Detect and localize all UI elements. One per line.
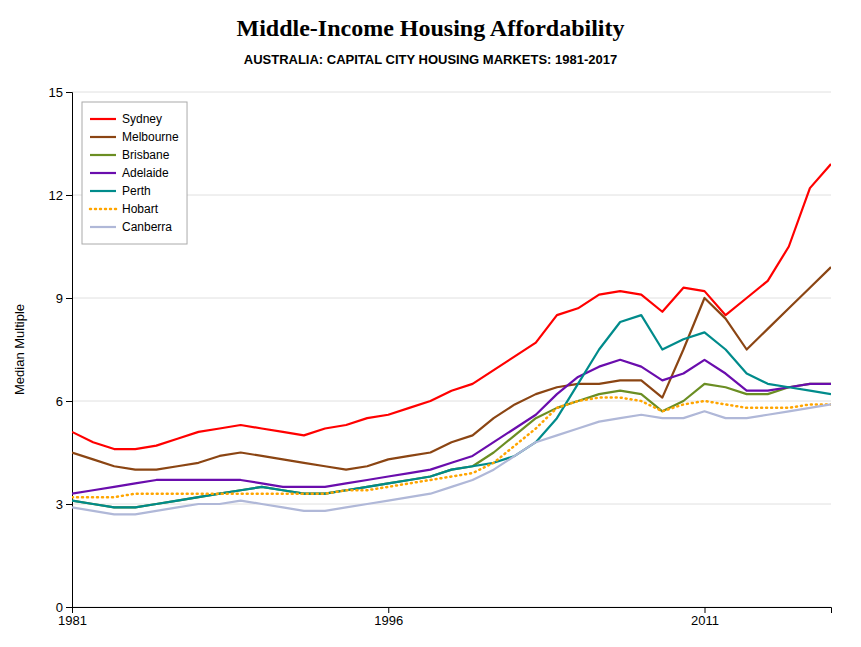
x-tick-label: 1996 — [374, 613, 403, 628]
y-tick: 12 — [49, 188, 72, 203]
subtitle: AUSTRALIA: CAPITAL CITY HOUSING MARKETS:… — [244, 52, 617, 67]
legend-label: Sydney — [122, 112, 162, 126]
grid-line — [72, 504, 831, 505]
legend-label: Hobart — [122, 202, 159, 216]
x-tick-label: 2011 — [691, 613, 719, 628]
y-axis-line — [66, 93, 73, 608]
series-line — [72, 315, 831, 507]
legend-item: Hobart — [90, 202, 159, 216]
y-tick: 9 — [56, 291, 72, 306]
y-axis: 0 3 6 9 12 15 — [49, 85, 73, 615]
y-tick-mark — [66, 195, 72, 196]
legend-swatch — [90, 118, 116, 120]
y-tick: 6 — [56, 394, 72, 409]
legend-item: Adelaide — [90, 166, 169, 180]
legend: Sydney Melbourne Brisbane Adelaide Perth Hoba… — [82, 102, 187, 244]
x-tick: 1996 — [374, 607, 403, 628]
legend-item: Sydney — [90, 112, 162, 126]
x-tick-label: 1981 — [58, 613, 87, 628]
series-line — [72, 398, 831, 498]
legend-label: Perth — [122, 184, 151, 198]
y-tick-label: 12 — [49, 188, 63, 203]
y-tick-label: 3 — [56, 497, 63, 512]
y-tick-mark — [66, 401, 72, 402]
legend-label: Adelaide — [122, 166, 169, 180]
legend-items: Sydney Melbourne Brisbane Adelaide Perth Hoba… — [90, 112, 179, 234]
y-tick-mark — [66, 298, 72, 299]
grid — [72, 92, 831, 607]
y-tick-mark — [66, 504, 72, 505]
legend-label: Melbourne — [122, 130, 179, 144]
legend-swatch — [90, 154, 116, 156]
chart: Middle-Income Housing Affordability AUSTR… — [0, 0, 861, 647]
legend-swatch — [90, 136, 116, 138]
y-tick-mark — [66, 607, 72, 608]
y-tick-label: 15 — [49, 85, 63, 100]
legend-item: Perth — [90, 184, 151, 198]
y-tick: 0 — [56, 600, 72, 615]
y-tick: 15 — [49, 85, 72, 100]
legend-swatch — [90, 190, 116, 192]
series-line — [72, 360, 831, 494]
x-tick-mark — [388, 607, 389, 613]
legend-label: Brisbane — [122, 148, 170, 162]
plot-area: 1981 1996 2011 0 3 6 9 12 15 Median Multiple Sydne… — [12, 85, 832, 629]
legend-swatch — [90, 208, 116, 211]
title: Middle-Income Housing Affordability — [236, 15, 624, 41]
x-tick: 2011 — [691, 607, 719, 628]
legend-frame — [82, 102, 187, 244]
series-line — [72, 384, 831, 508]
y-tick-mark — [66, 92, 72, 93]
legend-swatch — [90, 226, 116, 228]
y-tick-label: 6 — [56, 394, 63, 409]
y-axis-title: Median Multiple — [12, 304, 27, 395]
legend-item: Brisbane — [90, 148, 170, 162]
legend-swatch — [90, 172, 116, 174]
grid-line — [72, 92, 831, 93]
x-axis-line — [73, 608, 832, 614]
legend-item: Melbourne — [90, 130, 179, 144]
grid-line — [72, 298, 831, 299]
x-tick-mark — [705, 607, 706, 613]
y-tick-label: 9 — [56, 291, 63, 306]
grid-line — [72, 401, 831, 402]
x-axis: 1981 1996 2011 — [58, 607, 831, 628]
legend-item: Canberra — [90, 220, 172, 234]
y-tick-label: 0 — [56, 600, 63, 615]
series-line — [72, 404, 831, 514]
legend-label: Canberra — [122, 220, 172, 234]
y-tick: 3 — [56, 497, 72, 512]
